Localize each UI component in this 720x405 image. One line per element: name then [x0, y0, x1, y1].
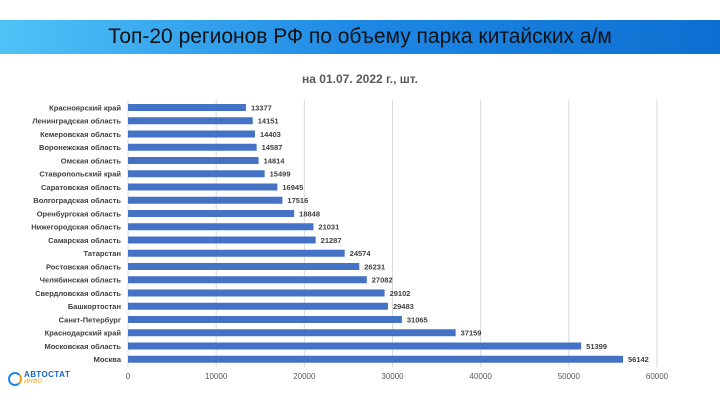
chart-subtitle: на 01.07. 2022 г., шт. — [302, 72, 418, 86]
logo-text: АВТОСТАТ — [24, 370, 71, 379]
bar — [128, 316, 402, 323]
bar — [128, 302, 388, 310]
bar — [128, 263, 360, 270]
x-axis-ticks: 0 10000 20000 30000 40000 50000 60000 — [126, 372, 669, 381]
category-label: Кемеровская область — [40, 130, 121, 139]
data-label: 14587 — [262, 143, 283, 152]
logo-mark-icon — [8, 372, 22, 386]
data-label: 31065 — [407, 315, 428, 324]
bar — [128, 196, 283, 204]
bar — [128, 289, 385, 297]
data-label: 15499 — [270, 170, 291, 179]
bar — [128, 276, 367, 284]
page-title: Топ-20 регионов РФ по объему парка китай… — [108, 25, 612, 48]
x-tick-label: 0 — [126, 372, 131, 381]
bar — [128, 210, 295, 217]
autostat-logo: АВТОСТАТ ИНФО — [8, 368, 78, 398]
category-label: Свердловская область — [35, 289, 121, 298]
data-label: 56142 — [628, 355, 649, 364]
bar — [128, 236, 316, 244]
category-label: Санкт-Петербург — [59, 315, 121, 324]
category-label: Омская область — [61, 156, 122, 165]
data-label: 14403 — [260, 130, 281, 139]
category-label: Ленинградская область — [32, 117, 121, 126]
x-tick-label: 30000 — [381, 372, 404, 381]
data-label: 51399 — [586, 342, 607, 351]
bar — [128, 223, 314, 231]
bar — [128, 249, 345, 257]
data-label: 18848 — [299, 209, 320, 218]
x-tick-label: 10000 — [205, 372, 228, 381]
data-label: 29483 — [393, 302, 414, 311]
chart-grid — [127, 99, 658, 368]
bar — [128, 143, 257, 151]
data-label: 21031 — [318, 223, 339, 232]
data-label: 14814 — [264, 156, 286, 165]
logo-subtext: ИНФО — [24, 379, 43, 385]
category-label: Саратовская область — [41, 183, 121, 192]
data-label: 13377 — [251, 103, 272, 112]
bar — [128, 342, 582, 350]
bar — [128, 355, 623, 363]
category-label: Татарстан — [83, 249, 121, 258]
category-label: Воронежская область — [39, 143, 121, 152]
data-label: 26231 — [364, 262, 385, 271]
category-label: Ростовская область — [46, 262, 121, 271]
bar — [128, 157, 259, 164]
bar — [128, 104, 246, 111]
bar — [128, 183, 278, 191]
category-label: Оренбургская область — [37, 209, 122, 218]
data-label: 17516 — [287, 196, 308, 205]
bar — [128, 170, 265, 178]
data-label: 24574 — [350, 249, 372, 258]
category-label: Московская область — [44, 342, 121, 351]
category-label: Ставропольский край — [39, 170, 121, 179]
chart-bars — [128, 104, 623, 363]
x-tick-label: 40000 — [470, 372, 493, 381]
data-label: 37159 — [461, 329, 482, 338]
bar — [128, 117, 253, 125]
category-label: Краснодарский край — [45, 329, 122, 338]
bar — [128, 329, 456, 337]
category-label: Самарская область — [48, 236, 121, 245]
x-tick-label: 60000 — [646, 372, 669, 381]
category-label: Красноярский край — [49, 103, 121, 112]
data-label: 27082 — [372, 276, 393, 285]
category-label: Нижегородская область — [31, 223, 121, 232]
x-tick-label: 20000 — [293, 372, 316, 381]
category-label: Челябинская область — [40, 276, 122, 285]
data-label: 14151 — [258, 117, 279, 126]
bar — [128, 130, 255, 138]
x-tick-label: 50000 — [558, 372, 581, 381]
title-banner: Топ-20 регионов РФ по объему парка китай… — [0, 20, 720, 54]
data-label: 21287 — [321, 236, 342, 245]
data-label: 16945 — [282, 183, 303, 192]
category-labels: Красноярский край Ленинградская область Ке… — [31, 103, 122, 364]
category-label: Башкортостан — [68, 302, 121, 311]
category-label: Москва — [94, 355, 122, 364]
data-label: 29102 — [390, 289, 411, 298]
category-label: Волгоградская область — [33, 196, 121, 205]
data-labels: 13377 14151 14403 14587 14814 15499 16945 17516… — [251, 103, 649, 364]
